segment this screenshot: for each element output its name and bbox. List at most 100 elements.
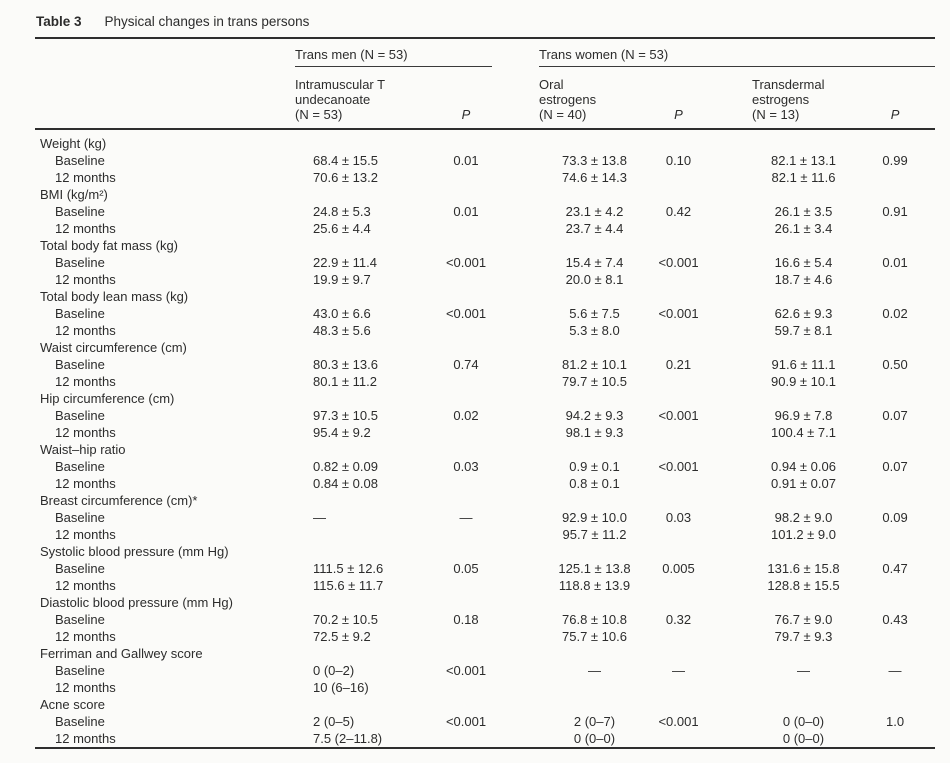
spacer-cell — [492, 560, 539, 577]
value-oral-estrogens: 5.6 ± 7.5 — [569, 306, 620, 321]
table-body: Weight (kg) Baseline 68.4 ± 15.5 0.01 73.3 ±… — [35, 129, 935, 748]
p-value-trans-men — [440, 220, 492, 237]
p-value-trans-men: 0.01 — [453, 204, 479, 219]
data-row: 12 months 70.6 ± 13.2 74.6 ± 14.3 82.1 ± 11… — [35, 169, 935, 186]
section-label: Waist–hip ratio — [40, 442, 126, 457]
spacer-cell — [707, 662, 752, 679]
p-value-trans-men: 0.74 — [453, 357, 479, 372]
group-trans-men-label: Trans men (N = 53) — [295, 47, 408, 62]
value-intramuscular-t: 97.3 ± 10.5 — [313, 408, 378, 423]
value-intramuscular-t: 2 (0–5) — [313, 714, 355, 729]
value-transdermal-estrogens: 91.6 ± 11.1 — [771, 357, 836, 372]
p-value-oral: <0.001 — [658, 306, 699, 321]
spacer-cell — [492, 38, 539, 67]
data-row: 12 months 115.6 ± 11.7 118.8 ± 13.9 128.8 ±… — [35, 577, 935, 594]
row-label: Baseline — [55, 714, 105, 729]
value-oral-estrogens: 118.8 ± 13.9 — [558, 578, 631, 593]
section-row: Weight (kg) — [35, 129, 935, 152]
spacer-cell — [492, 373, 539, 390]
spacer-cell — [492, 611, 539, 628]
spacer-cell — [492, 356, 539, 373]
row-label: 12 months — [55, 527, 116, 542]
data-row: 12 months 95.7 ± 11.2 101.2 ± 9.0 — [35, 526, 935, 543]
row-label: Baseline — [55, 510, 105, 525]
group-header-row: Trans men (N = 53) Trans women (N = 53) — [35, 38, 936, 67]
p-value-trans-men — [440, 373, 492, 390]
spacer-cell — [707, 611, 752, 628]
value-transdermal-estrogens: 0.91 ± 0.07 — [771, 476, 836, 491]
column-header-intramuscular-t: Intramuscular T undecanoate (N = 53) — [295, 66, 440, 130]
value-intramuscular-t: 10 (6–16) — [313, 680, 369, 695]
p-value-oral: <0.001 — [658, 459, 699, 474]
p-value-transdermal — [855, 730, 935, 748]
p-value-transdermal: — — [888, 663, 902, 678]
spacer-cell — [707, 509, 752, 526]
p-value-trans-men — [440, 526, 492, 543]
value-intramuscular-t: 24.8 ± 5.3 — [313, 204, 371, 219]
value-oral-estrogens: 5.3 ± 8.0 — [569, 323, 620, 338]
row-label: 12 months — [55, 629, 116, 644]
data-row: 12 months 48.3 ± 5.6 5.3 ± 8.0 59.7 ± 8.1 — [35, 322, 935, 339]
p-value-oral — [650, 577, 707, 594]
spacer-cell — [707, 424, 752, 441]
spacer-cell — [707, 305, 752, 322]
p-value-transdermal: 0.02 — [882, 306, 908, 321]
p-value-trans-men: — — [459, 510, 473, 525]
spacer-cell — [707, 475, 752, 492]
spacer-cell — [707, 730, 752, 748]
spacer-cell — [492, 577, 539, 594]
p-value-transdermal: 0.50 — [882, 357, 908, 372]
p-value-transdermal — [855, 322, 935, 339]
value-oral-estrogens: 0 (0–0) — [573, 731, 616, 746]
p-value-oral: 0.42 — [665, 204, 692, 219]
row-label: Baseline — [55, 306, 105, 321]
value-intramuscular-t: 25.6 ± 4.4 — [313, 221, 371, 236]
spacer-cell — [707, 271, 752, 288]
p-value-oral: <0.001 — [658, 714, 699, 729]
data-row: 12 months 10 (6–16) — [35, 679, 935, 696]
data-row: Baseline 80.3 ± 13.6 0.74 81.2 ± 10.1 0.21 91… — [35, 356, 935, 373]
table-title: Physical changes in trans persons — [104, 14, 310, 29]
value-transdermal-estrogens — [752, 679, 855, 696]
value-transdermal-estrogens: 18.7 ± 4.6 — [774, 272, 833, 287]
p-value-oral — [650, 271, 707, 288]
p-value-transdermal — [855, 271, 935, 288]
value-intramuscular-t: 0 (0–2) — [313, 663, 355, 678]
spacer-cell — [707, 560, 752, 577]
section-row: Waist circumference (cm) — [35, 339, 935, 356]
p-value-transdermal — [855, 169, 935, 186]
spacer-cell — [492, 203, 539, 220]
spacer-cell — [492, 509, 539, 526]
p-value-oral — [650, 628, 707, 645]
value-transdermal-estrogens: 128.8 ± 15.5 — [767, 578, 840, 593]
p-value-transdermal: 1.0 — [885, 714, 905, 729]
spacer-cell — [707, 407, 752, 424]
value-transdermal-estrogens: 16.6 ± 5.4 — [774, 255, 833, 270]
spacer-cell — [492, 169, 539, 186]
row-label: 12 months — [55, 323, 116, 338]
spacer-cell — [707, 373, 752, 390]
spacer-cell — [492, 254, 539, 271]
value-transdermal-estrogens: 0 (0–0) — [782, 731, 825, 746]
row-label: 12 months — [55, 272, 116, 287]
data-row: Baseline 0.82 ± 0.09 0.03 0.9 ± 0.1 <0.001 0.… — [35, 458, 935, 475]
value-transdermal-estrogens: 26.1 ± 3.5 — [774, 204, 833, 219]
section-row: Ferriman and Gallwey score — [35, 645, 935, 662]
p-value-oral: 0.03 — [665, 510, 692, 525]
value-intramuscular-t: 22.9 ± 11.4 — [313, 255, 377, 270]
corner-cell — [35, 66, 295, 130]
section-label: Breast circumference (cm)* — [40, 493, 198, 508]
spacer-cell — [707, 169, 752, 186]
p-value-trans-men — [440, 271, 492, 288]
row-label: Baseline — [55, 663, 105, 678]
value-oral-estrogens: 0.8 ± 0.1 — [569, 476, 620, 491]
p-value-oral — [650, 526, 707, 543]
spacer-cell — [492, 679, 539, 696]
row-label: Baseline — [55, 357, 105, 372]
section-label: Total body fat mass (kg) — [40, 238, 178, 253]
p-value-transdermal — [855, 220, 935, 237]
column-header-p-transdermal: P — [855, 66, 936, 130]
spacer-cell — [707, 220, 752, 237]
row-label: 12 months — [55, 476, 116, 491]
data-row: 12 months 95.4 ± 9.2 98.1 ± 9.3 100.4 ± 7.1 — [35, 424, 935, 441]
